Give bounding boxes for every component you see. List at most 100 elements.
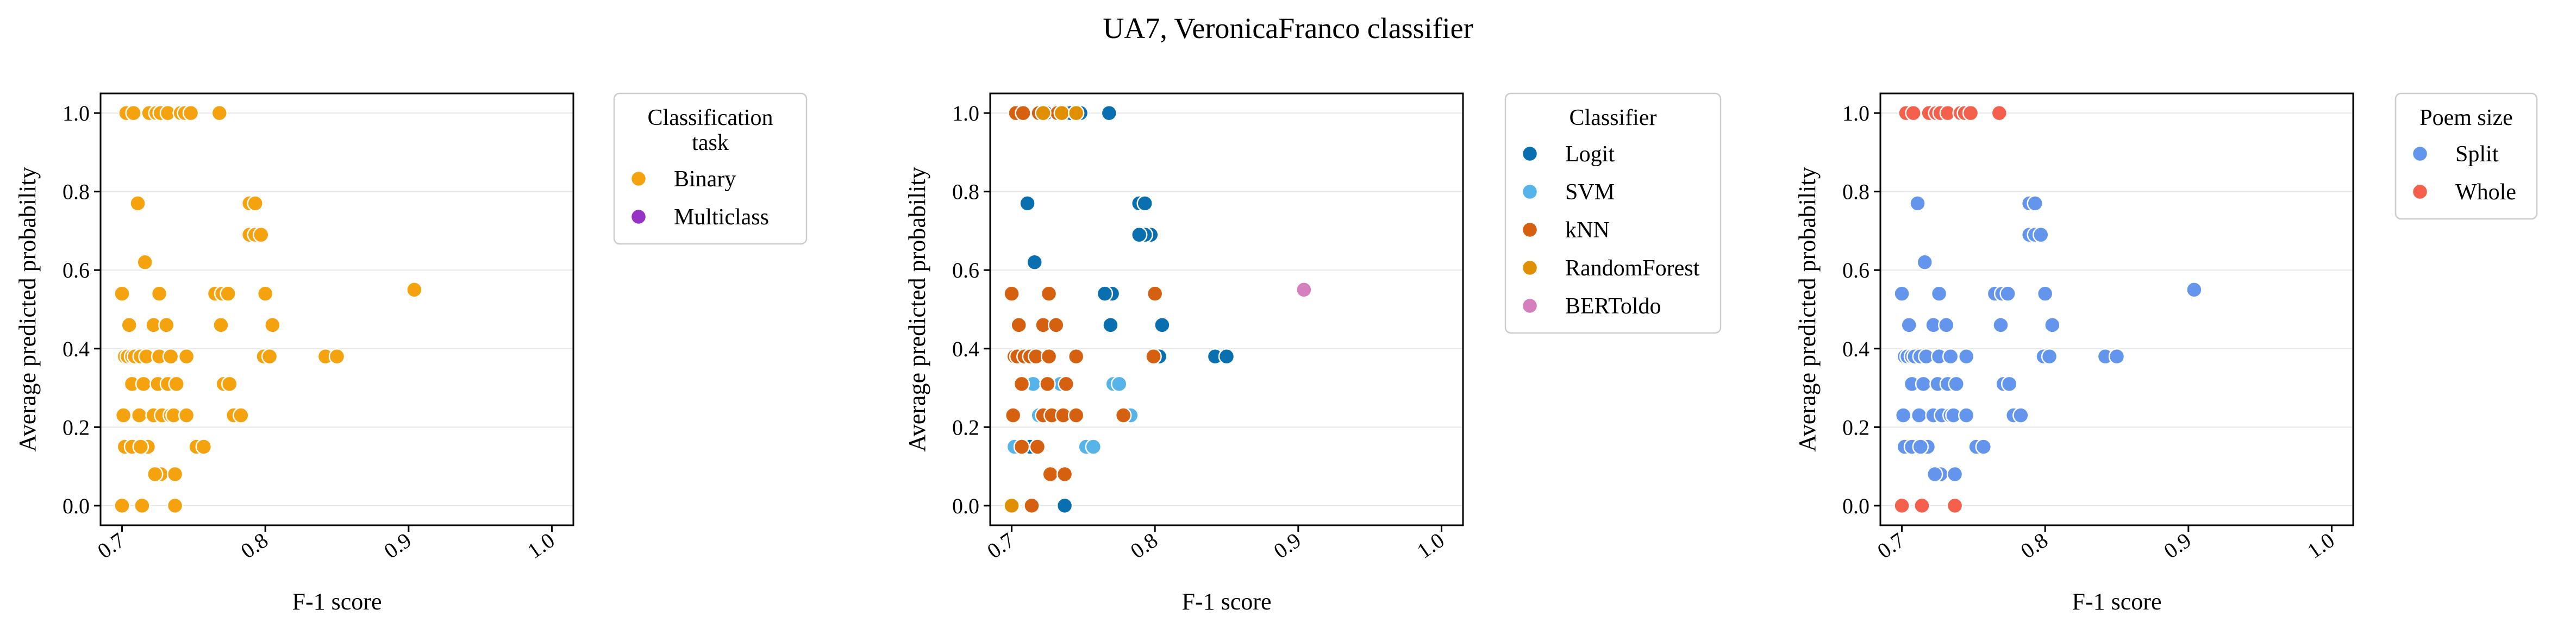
x-tick-label: 0.9: [2159, 528, 2196, 564]
y-tick-label: 0.8: [1842, 180, 1870, 204]
data-point: [1056, 497, 1073, 514]
y-tick-label: 0.4: [952, 337, 979, 361]
data-point: [1023, 497, 1040, 514]
x-axis-label: F-1 score: [2072, 588, 2162, 615]
data-point: [261, 348, 278, 365]
x-tick-label: 0.7: [93, 528, 129, 564]
legend-marker: [630, 208, 647, 225]
data-point: [1926, 466, 1943, 483]
data-point: [1040, 285, 1058, 302]
y-axis-label: Average predicted probability: [904, 167, 930, 452]
data-point: [132, 438, 149, 455]
legend-title: task: [692, 130, 729, 155]
data-point: [1893, 285, 1910, 302]
data-point: [221, 375, 238, 393]
data-point: [328, 348, 346, 365]
legend-label: Logit: [1565, 142, 1615, 167]
legend-marker: [1521, 259, 1539, 276]
data-point: [1914, 497, 1930, 514]
data-point: [1942, 348, 1959, 365]
data-point: [2044, 317, 2061, 334]
legend-label: BERToldo: [1565, 294, 1661, 319]
figure-title: UA7, VeronicaFranco classifier: [1103, 12, 1473, 45]
y-tick-label: 1.0: [952, 101, 979, 125]
legend-title: Poem size: [2419, 105, 2512, 130]
data-point: [1958, 348, 1975, 365]
legend-label: Split: [2455, 142, 2499, 167]
y-tick-label: 0.2: [1842, 415, 1870, 439]
plot-frame: [989, 92, 1464, 526]
data-point: [264, 317, 281, 334]
data-point: [114, 497, 130, 514]
legend-box: [613, 92, 808, 245]
data-point: [1948, 375, 1965, 393]
legend-marker: [1521, 221, 1539, 238]
x-tick-label: 0.8: [1126, 528, 1162, 564]
data-point: [1013, 438, 1030, 455]
legend-marker: [2411, 183, 2429, 200]
data-point: [1111, 375, 1128, 393]
y-tick-label: 0.6: [952, 258, 979, 282]
data-point: [162, 348, 179, 365]
data-point: [1154, 317, 1171, 334]
data-point: [253, 226, 270, 243]
data-point: [1130, 226, 1148, 243]
y-tick-label: 0.4: [62, 337, 90, 361]
data-point: [1013, 375, 1030, 393]
data-point: [1962, 104, 1979, 122]
data-point: [1915, 375, 1932, 393]
data-point: [1019, 195, 1036, 212]
y-tick-label: 0.2: [952, 415, 979, 439]
data-point: [151, 285, 168, 302]
data-point: [220, 285, 236, 302]
legend-marker: [1521, 297, 1539, 315]
data-point: [1003, 497, 1020, 514]
data-point: [2036, 285, 2054, 302]
x-tick-label: 1.0: [523, 528, 559, 564]
data-point: [1003, 285, 1020, 302]
data-point: [2186, 281, 2203, 298]
data-point: [166, 497, 184, 514]
x-tick-label: 0.9: [379, 528, 416, 564]
data-point: [1958, 407, 1975, 424]
chart-2: 0.0 0.2 0.4 0.6 0.8 1.0 0.7 0.8 0.9 1.0 F-1 score A…: [904, 92, 1722, 615]
data-point: [1048, 317, 1065, 334]
legend-label: Whole: [2455, 180, 2516, 205]
data-point: [1067, 348, 1085, 365]
data-point: [247, 195, 264, 212]
data-point: [1136, 195, 1153, 212]
data-point: [1096, 285, 1114, 302]
data-point: [1946, 497, 1964, 514]
data-point: [1893, 497, 1910, 514]
legend-label: SVM: [1565, 180, 1615, 205]
plot-frame: [1879, 92, 2354, 526]
data-point: [1067, 407, 1085, 424]
data-point: [1102, 317, 1119, 334]
legend-label: Multiclass: [674, 205, 769, 230]
data-point: [1035, 104, 1052, 122]
data-point: [1895, 407, 1912, 424]
data-point: [168, 375, 185, 393]
data-point: [2012, 407, 2029, 424]
y-tick-label: 0.8: [62, 180, 90, 204]
data-point: [1912, 438, 1929, 455]
data-point: [2001, 375, 2018, 393]
data-point: [2108, 348, 2125, 365]
y-axis-label: Average predicted probability: [1794, 167, 1821, 452]
data-point: [1900, 317, 1917, 334]
data-point: [212, 317, 229, 334]
data-point: [1010, 317, 1027, 334]
data-point: [114, 285, 130, 302]
x-axis-label: F-1 score: [292, 588, 382, 615]
legend-title: Classifier: [1570, 105, 1657, 130]
data-point: [1910, 407, 1928, 424]
y-tick-label: 0.0: [62, 494, 90, 518]
data-point: [1067, 104, 1085, 122]
data-point: [1992, 317, 2009, 334]
data-point: [211, 104, 228, 122]
legend-label: kNN: [1565, 218, 1610, 243]
legend-marker: [1521, 183, 1539, 200]
plot-frame: [99, 92, 574, 526]
y-tick-label: 0.2: [62, 415, 90, 439]
